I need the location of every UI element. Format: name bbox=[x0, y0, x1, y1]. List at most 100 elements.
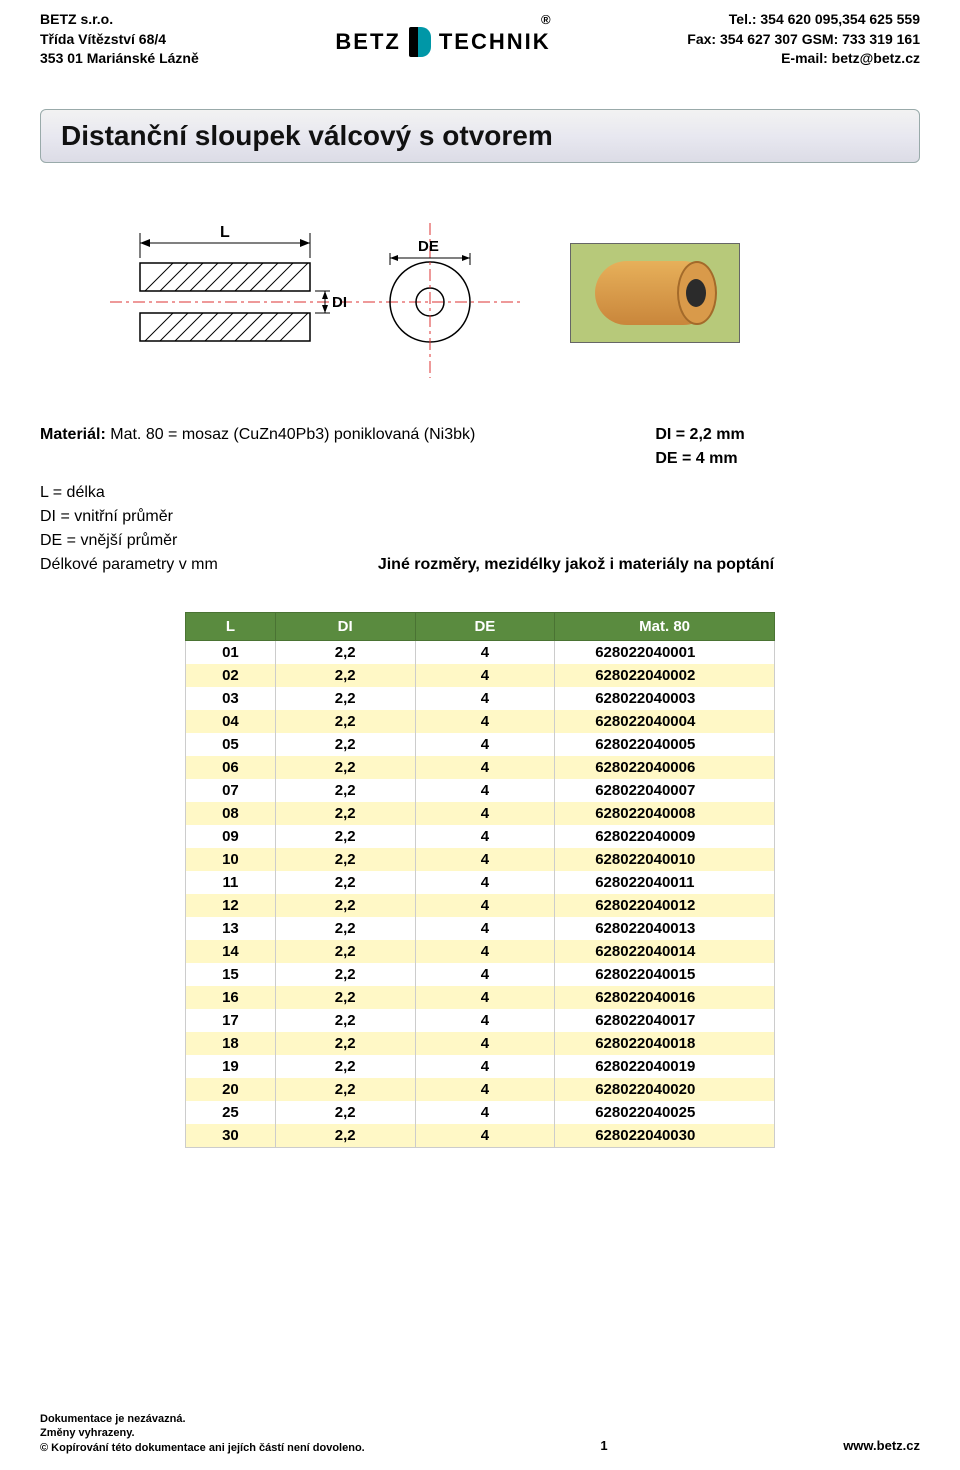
table-cell: 4 bbox=[415, 894, 555, 917]
table-cell: 2,2 bbox=[275, 894, 415, 917]
table-cell: 628022040011 bbox=[555, 871, 775, 894]
table-cell: 2,2 bbox=[275, 664, 415, 687]
table-cell: 628022040004 bbox=[555, 710, 775, 733]
technical-drawing: L DI bbox=[100, 203, 520, 383]
table-cell: 16 bbox=[186, 986, 276, 1009]
fax-line: Fax: 354 627 307 GSM: 733 319 161 bbox=[687, 30, 920, 50]
page-header: BETZ s.r.o. Třída Vítězství 68/4 353 01 … bbox=[40, 10, 920, 69]
table-cell: 2,2 bbox=[275, 1055, 415, 1078]
table-cell: 4 bbox=[415, 1078, 555, 1101]
footer-line3: © Kopírování této dokumentace ani jejích… bbox=[40, 1441, 365, 1455]
logo-icon bbox=[409, 27, 431, 57]
table-cell: 2,2 bbox=[275, 986, 415, 1009]
l-definition: L = délka bbox=[40, 481, 920, 505]
table-cell: 2,2 bbox=[275, 756, 415, 779]
table-row: 252,24628022040025 bbox=[186, 1101, 775, 1124]
table-cell: 2,2 bbox=[275, 871, 415, 894]
definitions: L = délka DI = vnitřní průměr DE = vnějš… bbox=[40, 481, 920, 577]
col-header-DI: DI bbox=[275, 612, 415, 640]
table-cell: 4 bbox=[415, 1124, 555, 1148]
table-row: 122,24628022040012 bbox=[186, 894, 775, 917]
data-table: L DI DE Mat. 80 012,24628022040001022,24… bbox=[185, 612, 775, 1148]
table-cell: 4 bbox=[415, 664, 555, 687]
table-cell: 12 bbox=[186, 894, 276, 917]
diagram-area: L DI bbox=[40, 193, 920, 403]
front-view: DE bbox=[390, 223, 470, 378]
table-cell: 4 bbox=[415, 940, 555, 963]
table-cell: 628022040005 bbox=[555, 733, 775, 756]
table-row: 172,24628022040017 bbox=[186, 1009, 775, 1032]
table-row: 202,24628022040020 bbox=[186, 1078, 775, 1101]
table-cell: 11 bbox=[186, 871, 276, 894]
table-cell: 10 bbox=[186, 848, 276, 871]
table-cell: 20 bbox=[186, 1078, 276, 1101]
de-definition: DE = vnější průměr bbox=[40, 529, 920, 553]
table-cell: 19 bbox=[186, 1055, 276, 1078]
table-row: 062,24628022040006 bbox=[186, 756, 775, 779]
material-label: Materiál: bbox=[40, 426, 106, 443]
table-cell: 2,2 bbox=[275, 917, 415, 940]
table-cell: 2,2 bbox=[275, 1101, 415, 1124]
table-cell: 628022040020 bbox=[555, 1078, 775, 1101]
table-cell: 15 bbox=[186, 963, 276, 986]
table-cell: 14 bbox=[186, 940, 276, 963]
label-DI: DI bbox=[332, 294, 347, 311]
table-cell: 628022040010 bbox=[555, 848, 775, 871]
table-cell: 628022040008 bbox=[555, 802, 775, 825]
table-cell: 628022040017 bbox=[555, 1009, 775, 1032]
label-DE: DE bbox=[418, 238, 439, 255]
header-right: Tel.: 354 620 095,354 625 559 Fax: 354 6… bbox=[687, 10, 920, 69]
product-photo bbox=[570, 243, 740, 343]
table-cell: 628022040003 bbox=[555, 687, 775, 710]
logo-text-right: TECHNIK bbox=[439, 29, 551, 55]
table-cell: 4 bbox=[415, 687, 555, 710]
table-cell: 628022040012 bbox=[555, 894, 775, 917]
table-cell: 4 bbox=[415, 825, 555, 848]
table-cell: 628022040013 bbox=[555, 917, 775, 940]
de-value: DE = 4 mm bbox=[655, 447, 744, 471]
table-cell: 2,2 bbox=[275, 1124, 415, 1148]
table-header-row: L DI DE Mat. 80 bbox=[186, 612, 775, 640]
table-cell: 02 bbox=[186, 664, 276, 687]
table-cell: 628022040016 bbox=[555, 986, 775, 1009]
table-cell: 628022040019 bbox=[555, 1055, 775, 1078]
table-cell: 13 bbox=[186, 917, 276, 940]
col-header-L: L bbox=[186, 612, 276, 640]
logo-text-left: BETZ bbox=[335, 29, 400, 55]
table-cell: 01 bbox=[186, 640, 276, 664]
table-cell: 2,2 bbox=[275, 687, 415, 710]
address-line-1: Třída Vítězství 68/4 bbox=[40, 30, 199, 50]
table-cell: 628022040025 bbox=[555, 1101, 775, 1124]
table-cell: 2,2 bbox=[275, 1032, 415, 1055]
table-cell: 2,2 bbox=[275, 640, 415, 664]
table-cell: 628022040014 bbox=[555, 940, 775, 963]
table-row: 012,24628022040001 bbox=[186, 640, 775, 664]
table-row: 042,24628022040004 bbox=[186, 710, 775, 733]
table-cell: 4 bbox=[415, 779, 555, 802]
table-row: 152,24628022040015 bbox=[186, 963, 775, 986]
table-cell: 628022040030 bbox=[555, 1124, 775, 1148]
table-cell: 4 bbox=[415, 963, 555, 986]
table-row: 182,24628022040018 bbox=[186, 1032, 775, 1055]
table-row: 132,24628022040013 bbox=[186, 917, 775, 940]
di-definition: DI = vnitřní průměr bbox=[40, 505, 920, 529]
tel-line: Tel.: 354 620 095,354 625 559 bbox=[687, 10, 920, 30]
table-row: 092,24628022040009 bbox=[186, 825, 775, 848]
table-row: 162,24628022040016 bbox=[186, 986, 775, 1009]
table-cell: 17 bbox=[186, 1009, 276, 1032]
table-cell: 08 bbox=[186, 802, 276, 825]
page-title: Distanční sloupek válcový s otvorem bbox=[40, 109, 920, 163]
website: www.betz.cz bbox=[843, 1438, 920, 1455]
table-cell: 628022040018 bbox=[555, 1032, 775, 1055]
table-cell: 4 bbox=[415, 871, 555, 894]
table-cell: 4 bbox=[415, 802, 555, 825]
col-header-DE: DE bbox=[415, 612, 555, 640]
company-name: BETZ s.r.o. bbox=[40, 10, 199, 30]
table-cell: 2,2 bbox=[275, 1009, 415, 1032]
label-L: L bbox=[220, 224, 230, 241]
table-cell: 4 bbox=[415, 917, 555, 940]
table-cell: 03 bbox=[186, 687, 276, 710]
table-row: 072,24628022040007 bbox=[186, 779, 775, 802]
table-cell: 4 bbox=[415, 848, 555, 871]
footer: Dokumentace je nezávazná. Změny vyhrazen… bbox=[40, 1412, 920, 1455]
